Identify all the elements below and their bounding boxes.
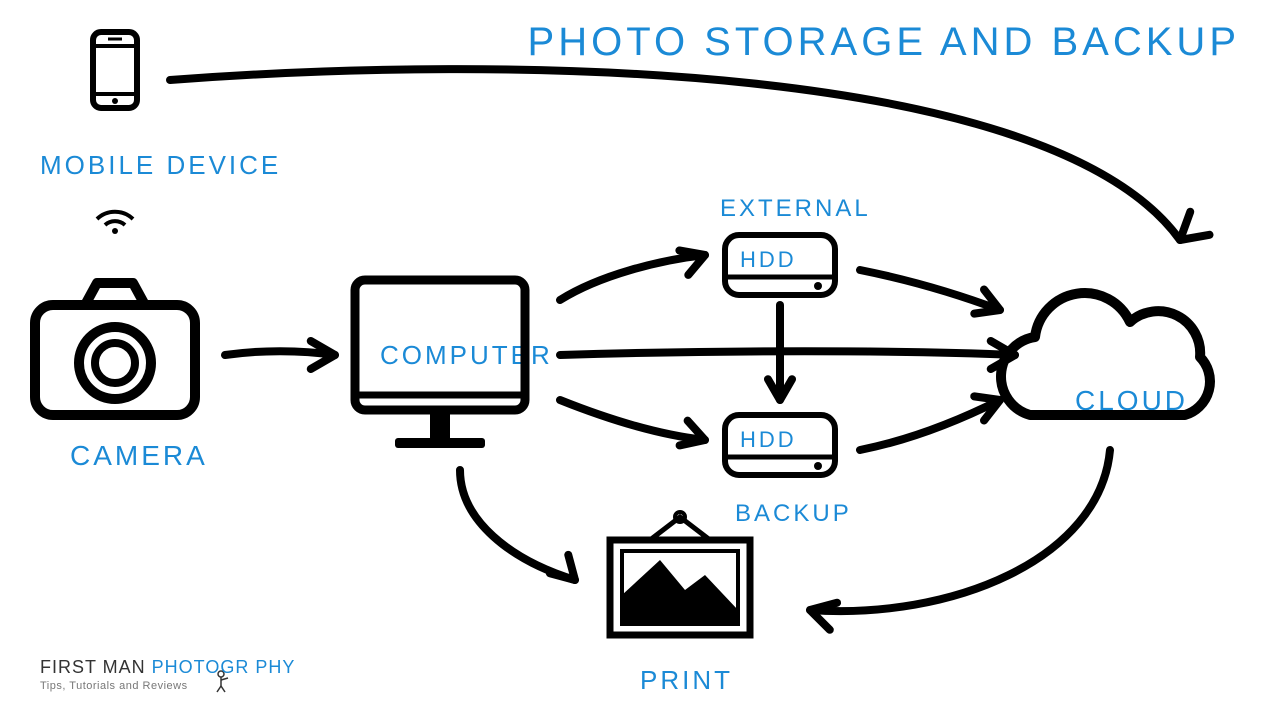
brand-tagline: Tips, Tutorials and Reviews	[40, 680, 295, 692]
diagram-canvas: HDD HDD	[0, 0, 1280, 720]
brand-second: PHOTOGR PHY	[152, 657, 296, 677]
brand-first: FIRST MAN	[40, 657, 152, 677]
svg-text:HDD: HDD	[740, 427, 797, 452]
svg-text:HDD: HDD	[740, 247, 797, 272]
brand-footer: FIRST MAN PHOTOGR PHY Tips, Tutorials an…	[40, 657, 295, 692]
